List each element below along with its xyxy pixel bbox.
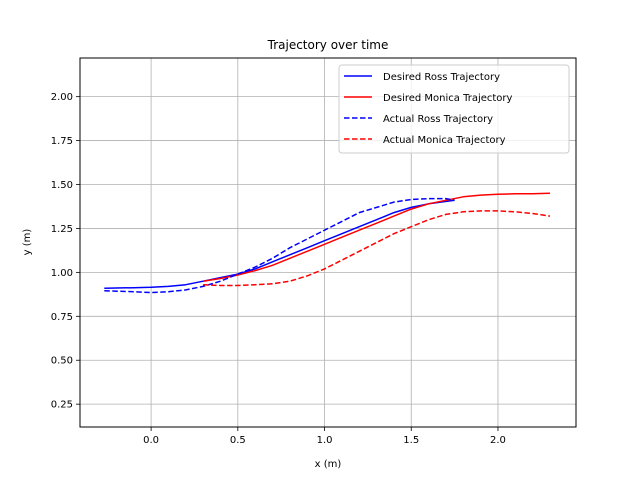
y-tick-label: 1.25 [51,224,73,235]
y-tick-label: 1.75 [51,136,73,147]
series-line-actual-monica-trajectory [203,210,551,287]
chart-title: Trajectory over time [267,38,389,52]
x-axis-label: x (m) [315,459,342,470]
x-tick-label: 0.0 [143,435,159,446]
y-tick-label: 0.50 [51,356,73,367]
legend-entry-label: Desired Ross Trajectory [383,72,500,83]
legend: Desired Ross Trajectory Desired Monica Tr… [338,64,570,154]
series-line-actual-ross-trajectory [104,197,455,294]
y-tick-label: 0.25 [51,400,73,411]
legend-entry-label: Actual Monica Trajectory [383,135,506,146]
y-tick-label: 1.00 [51,268,73,279]
x-tick-label: 0.5 [230,435,246,446]
y-tick-label: 2.00 [51,92,73,103]
legend-entry-label: Desired Monica Trajectory [383,93,513,104]
plot-area-frame [79,57,577,428]
x-tick-label: 1.5 [403,435,419,446]
y-axis-label: y (m) [22,229,33,256]
y-tick-label: 0.75 [51,312,73,323]
legend-entry-label: Actual Ross Trajectory [383,114,493,125]
x-tick-label: 1.0 [317,435,333,446]
series-line-desired-ross-trajectory [104,199,455,289]
series-line-desired-monica-trajectory [202,192,551,282]
series-lines [104,192,551,294]
x-tick-label: 2.0 [490,435,506,446]
y-tick-label: 1.50 [51,180,73,191]
legend-box [338,64,570,154]
axis-ticks: 0.0 0.5 1.0 1.5 2.0 0.25 0.50 0.75 1.00 1.25 1.50 1… [51,92,506,446]
